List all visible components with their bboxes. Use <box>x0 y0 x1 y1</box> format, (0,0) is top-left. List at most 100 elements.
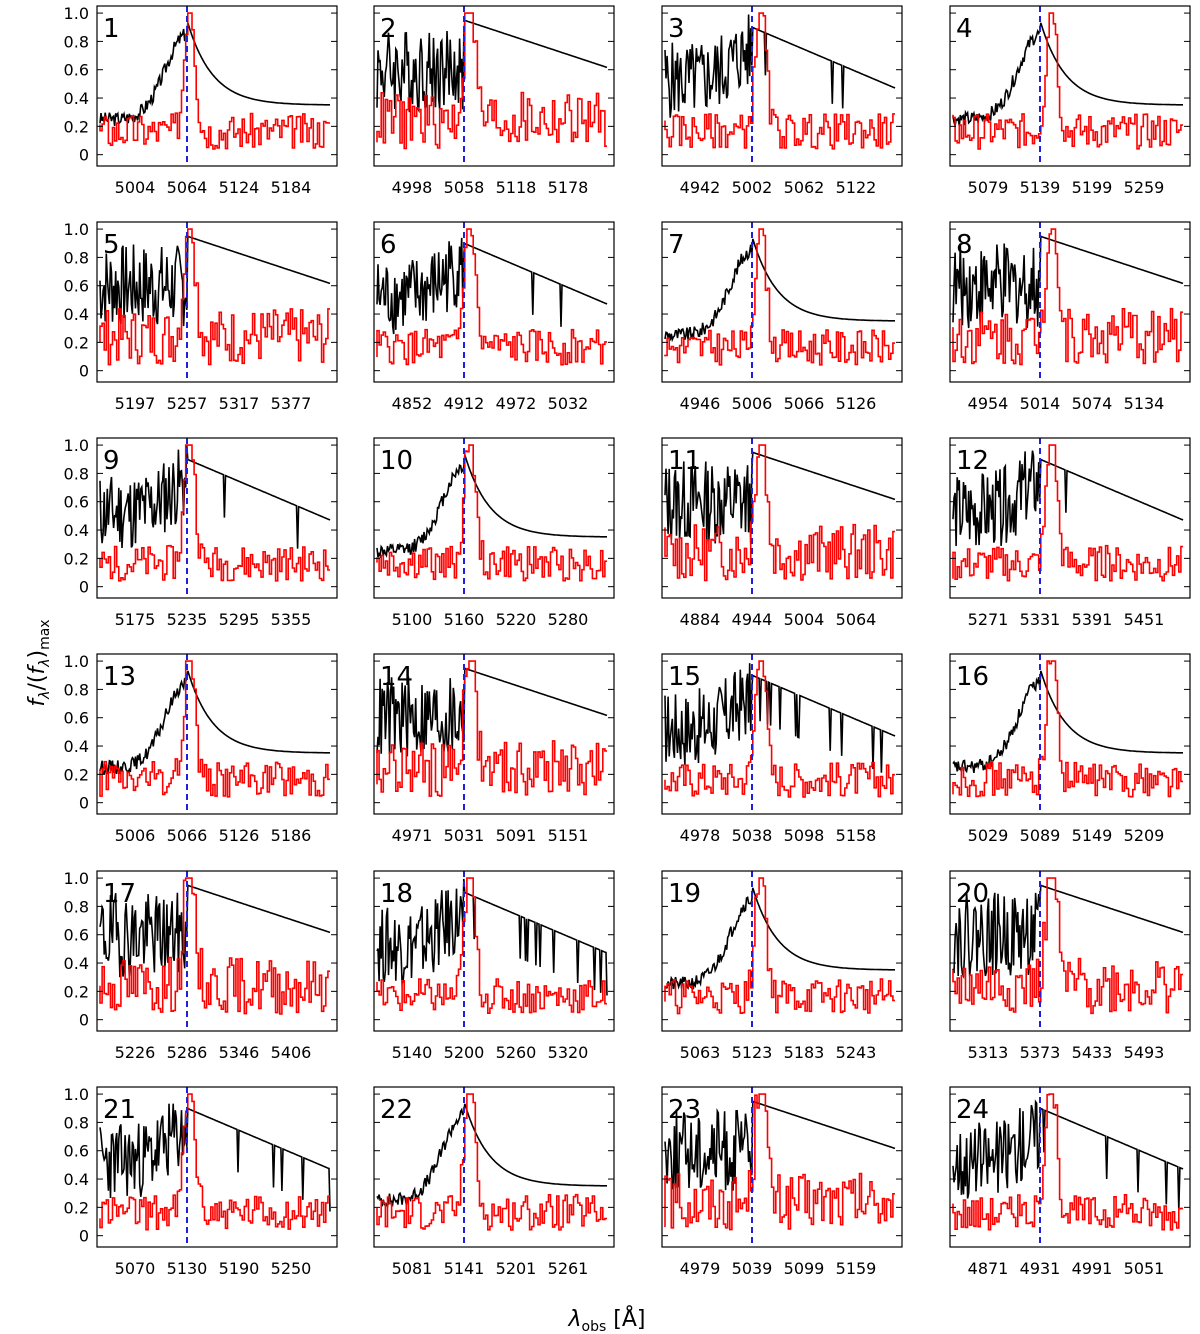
panel-22-x-tick-label: 5201 <box>496 1259 537 1278</box>
panel-9-plot <box>99 438 331 598</box>
panel-13-x-tick-label: 5066 <box>167 826 208 845</box>
panel-23-x-tick-label: 5159 <box>836 1259 877 1278</box>
panel-12-x-tick-label: 5391 <box>1072 610 1113 629</box>
panel-23-emission-line <box>664 1093 895 1231</box>
panel-14: 4971 5031 5091 5151 14 <box>373 653 615 845</box>
panel-8-x-tick-label: 5014 <box>1020 394 1061 413</box>
panel-21-continuum-line <box>99 1103 331 1212</box>
panel-1-x-tick-label: 5124 <box>219 178 260 197</box>
panel-19-number: 19 <box>668 879 701 909</box>
y-tick-label: 0.8 <box>64 897 89 916</box>
y-tick-label: 0.8 <box>64 1113 89 1132</box>
y-tick-label: 0.4 <box>64 521 89 540</box>
panel-5-continuum-line <box>99 235 331 327</box>
panel-9: 1.0 0.8 0.6 0.4 0.2 0 5175 5235 5295 5355 9 <box>64 436 338 629</box>
y-tick-label: 0.6 <box>64 277 89 296</box>
panel-1-continuum-line <box>99 22 330 126</box>
panel-17-x-tick-label: 5286 <box>167 1043 208 1062</box>
y-tick-label: 0.6 <box>64 493 89 512</box>
panel-21-plot <box>99 1087 331 1247</box>
panel-3-x-tick-label: 5122 <box>836 178 877 197</box>
panel-22: 5081 5141 5201 5261 22 <box>373 1086 615 1278</box>
panel-7-plot <box>664 222 895 382</box>
panel-7-frame <box>661 221 903 383</box>
panel-13-number: 13 <box>103 662 136 692</box>
panel-1-plot <box>99 6 330 166</box>
y-tick-label: 0.6 <box>64 61 89 80</box>
panel-24-x-tick-label: 4931 <box>1020 1259 1061 1278</box>
y-tick-label: 0.2 <box>64 117 89 136</box>
panel-3: 4942 5002 5062 5122 3 <box>661 5 903 197</box>
y-tick-label: 0 <box>79 1227 89 1246</box>
panel-22-x-tick-label: 5081 <box>392 1259 433 1278</box>
y-tick-label: 0.4 <box>64 1170 89 1189</box>
panel-21-emission-line <box>99 1093 330 1231</box>
panel-16-frame <box>949 653 1191 815</box>
panel-5-x-tick-label: 5377 <box>271 394 312 413</box>
panel-6-x-tick-label: 4912 <box>444 394 485 413</box>
panel-6-number: 6 <box>380 230 397 260</box>
panel-4-x-tick-label: 5079 <box>968 178 1009 197</box>
panel-17-continuum-line <box>99 884 331 978</box>
panel-21-x-tick-label: 5190 <box>219 1259 260 1278</box>
panel-2-frame <box>373 5 615 167</box>
panel-2-x-tick-label: 4998 <box>392 178 433 197</box>
panel-23-x-tick-label: 5099 <box>784 1259 825 1278</box>
panel-23-frame <box>661 1086 903 1248</box>
panel-12-emission-line <box>952 444 1183 582</box>
panel-18: 5140 5200 5260 5320 18 <box>373 870 615 1062</box>
panel-24-emission-line <box>952 1093 1183 1231</box>
panel-8-plot <box>952 222 1184 382</box>
y-tick-label: 0.2 <box>64 1198 89 1217</box>
panel-15-plot <box>664 654 896 814</box>
panel-4-number: 4 <box>956 14 973 44</box>
panel-7-x-tick-label: 4946 <box>680 394 721 413</box>
panel-10: 5100 5160 5220 5280 10 <box>373 437 615 629</box>
panel-13-plot <box>99 654 330 814</box>
panel-12-number: 12 <box>956 446 989 476</box>
panel-1: 1.0 0.8 0.6 0.4 0.2 0 5004 5064 5124 5184 1 <box>64 4 338 197</box>
panel-21-x-tick-label: 5250 <box>271 1259 312 1278</box>
panel-19-frame <box>661 870 903 1032</box>
panel-18-plot <box>376 871 608 1031</box>
panel-21-frame <box>96 1086 338 1248</box>
panel-24-plot <box>952 1087 1184 1247</box>
panel-2: 4998 5058 5118 5178 2 <box>373 5 615 197</box>
panel-18-x-tick-label: 5260 <box>496 1043 537 1062</box>
panel-19-emission-line <box>664 877 895 1015</box>
panel-12-plot <box>952 438 1184 598</box>
panel-9-x-tick-label: 5175 <box>115 610 156 629</box>
panel-9-x-tick-label: 5355 <box>271 610 312 629</box>
y-tick-label: 1.0 <box>64 652 89 671</box>
panel-11-frame <box>661 437 903 599</box>
panel-6-continuum-line <box>376 237 608 335</box>
panel-9-x-tick-label: 5235 <box>167 610 208 629</box>
panel-10-x-tick-label: 5280 <box>548 610 589 629</box>
panel-22-emission-line <box>376 1093 607 1231</box>
panel-11-plot <box>664 438 896 598</box>
panel-19-plot <box>664 871 895 1031</box>
panel-20-x-tick-label: 5433 <box>1072 1043 1113 1062</box>
panel-9-x-tick-label: 5295 <box>219 610 260 629</box>
panel-7-x-tick-label: 5066 <box>784 394 825 413</box>
panel-7-x-tick-label: 5126 <box>836 394 877 413</box>
panel-8-x-tick-label: 5074 <box>1072 394 1113 413</box>
panel-10-x-tick-label: 5100 <box>392 610 433 629</box>
y-tick-label: 0.8 <box>64 680 89 699</box>
panel-1-number: 1 <box>103 14 120 44</box>
panel-3-x-tick-label: 5062 <box>784 178 825 197</box>
panel-18-continuum-line <box>376 878 608 996</box>
panel-19-x-tick-label: 5243 <box>836 1043 877 1062</box>
panel-11-number: 11 <box>668 446 701 476</box>
panel-18-x-tick-label: 5200 <box>444 1043 485 1062</box>
panel-23-plot <box>664 1087 896 1247</box>
panel-8: 4954 5014 5074 5134 8 <box>949 221 1191 413</box>
panel-12-frame <box>949 437 1191 599</box>
y-tick-label: 0 <box>79 146 89 165</box>
panel-10-x-tick-label: 5220 <box>496 610 537 629</box>
panel-6-x-tick-label: 4852 <box>392 394 433 413</box>
panel-12-x-tick-label: 5451 <box>1124 610 1165 629</box>
y-tick-label: 1.0 <box>64 4 89 23</box>
y-tick-label: 0.4 <box>64 954 89 973</box>
panel-20-plot <box>952 871 1184 1031</box>
